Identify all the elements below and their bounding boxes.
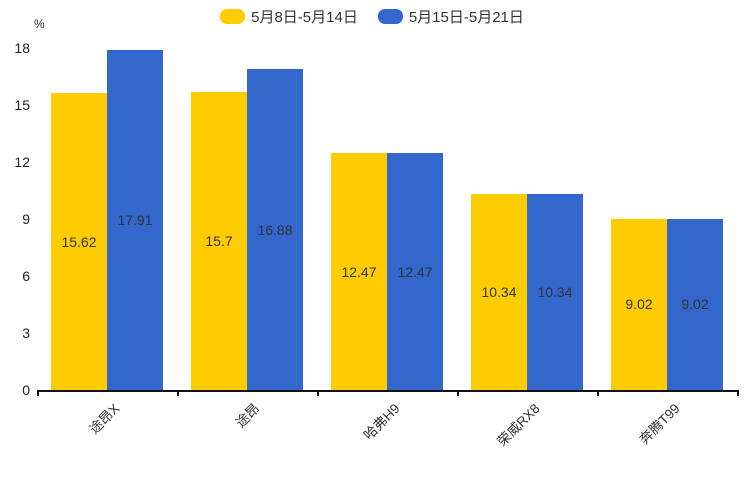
x-category-label: 哈弗H9 bbox=[360, 400, 403, 443]
bar-value-label: 12.47 bbox=[397, 263, 433, 280]
legend-swatch-icon bbox=[220, 9, 246, 24]
legend-item-series-1[interactable]: 5月15日-5月21日 bbox=[377, 6, 524, 27]
y-axis-tick-label: 9 bbox=[22, 211, 30, 227]
x-category-label: 奔腾T99 bbox=[636, 400, 683, 447]
y-axis-tick-label: 6 bbox=[22, 268, 30, 284]
bar-series-0-途昂X: 15.62 bbox=[51, 93, 107, 390]
bar-series-0-奔腾T99: 9.02 bbox=[611, 218, 667, 390]
x-axis-tick-mark bbox=[177, 390, 179, 396]
y-axis-tick-label: 18 bbox=[14, 40, 30, 56]
bar-series-1-途昂X: 17.91 bbox=[107, 49, 163, 390]
chart-legend: 5月8日-5月14日 5月15日-5月21日 bbox=[0, 6, 744, 27]
bar-value-label: 16.88 bbox=[257, 221, 293, 238]
legend-swatch-icon bbox=[377, 9, 403, 24]
bar-value-label: 10.34 bbox=[481, 283, 517, 300]
x-category-label: 途昂 bbox=[232, 400, 263, 431]
bar-series-0-途昂: 15.7 bbox=[191, 91, 247, 390]
x-axis-tick-mark bbox=[597, 390, 599, 396]
bar-value-label: 9.02 bbox=[681, 296, 709, 313]
bar-series-1-奔腾T99: 9.02 bbox=[667, 218, 723, 390]
legend-item-label: 5月15日-5月21日 bbox=[408, 9, 524, 26]
y-axis-tick-label: 15 bbox=[14, 97, 30, 113]
x-category-label: 途昂X bbox=[86, 400, 123, 437]
y-axis-tick-label: 0 bbox=[22, 382, 30, 398]
bar-value-label: 10.34 bbox=[537, 283, 573, 300]
bar-value-label: 15.7 bbox=[205, 232, 233, 249]
x-axis-tick-mark bbox=[317, 390, 319, 396]
x-axis-tick-mark bbox=[737, 390, 739, 396]
legend-item-series-0[interactable]: 5月8日-5月14日 bbox=[220, 6, 358, 27]
y-axis-tick-label: 12 bbox=[14, 154, 30, 170]
x-category-label: 荣威RX8 bbox=[494, 400, 543, 450]
x-axis-line bbox=[37, 390, 737, 392]
bar-series-0-荣威RX8: 10.34 bbox=[471, 193, 527, 390]
bar-value-label: 15.62 bbox=[61, 233, 97, 250]
bar-value-label: 17.91 bbox=[117, 211, 153, 228]
bar-series-1-荣威RX8: 10.34 bbox=[527, 193, 583, 390]
bar-series-0-哈弗H9: 12.47 bbox=[331, 153, 387, 390]
legend-item-label: 5月8日-5月14日 bbox=[251, 9, 358, 26]
bar-series-1-哈弗H9: 12.47 bbox=[387, 153, 443, 390]
bar-series-1-途昂: 16.88 bbox=[247, 69, 303, 390]
y-axis-tick-label: 3 bbox=[22, 325, 30, 341]
y-axis-unit-label: % bbox=[34, 17, 45, 31]
bar-value-label: 9.02 bbox=[625, 296, 653, 313]
x-axis-tick-mark bbox=[457, 390, 459, 396]
bar-value-label: 12.47 bbox=[341, 263, 377, 280]
x-axis-tick-mark bbox=[37, 390, 39, 396]
